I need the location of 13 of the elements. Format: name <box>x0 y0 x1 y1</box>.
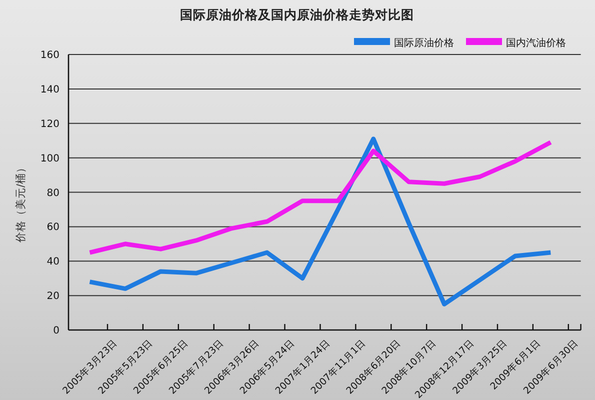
y-tick-label: 0 <box>53 326 60 336</box>
y-tick-label: 20 <box>46 291 60 302</box>
y-tick-label: 140 <box>40 84 60 96</box>
y-tick-label: 40 <box>46 256 60 268</box>
y-tick-label: 160 <box>40 50 60 61</box>
legend-label: 国际原油价格 <box>394 37 454 49</box>
y-tick-label: 100 <box>40 153 60 164</box>
y-tick-label: 120 <box>40 118 60 130</box>
y-tick-label: 60 <box>46 222 60 234</box>
chart-title: 国际原油价格及国内原油价格走势对比图 <box>180 7 414 22</box>
y-tick-label: 80 <box>46 188 60 199</box>
legend-label: 国内汽油价格 <box>506 37 566 49</box>
y-axis-title: 价格（美元/桶） <box>14 162 27 244</box>
